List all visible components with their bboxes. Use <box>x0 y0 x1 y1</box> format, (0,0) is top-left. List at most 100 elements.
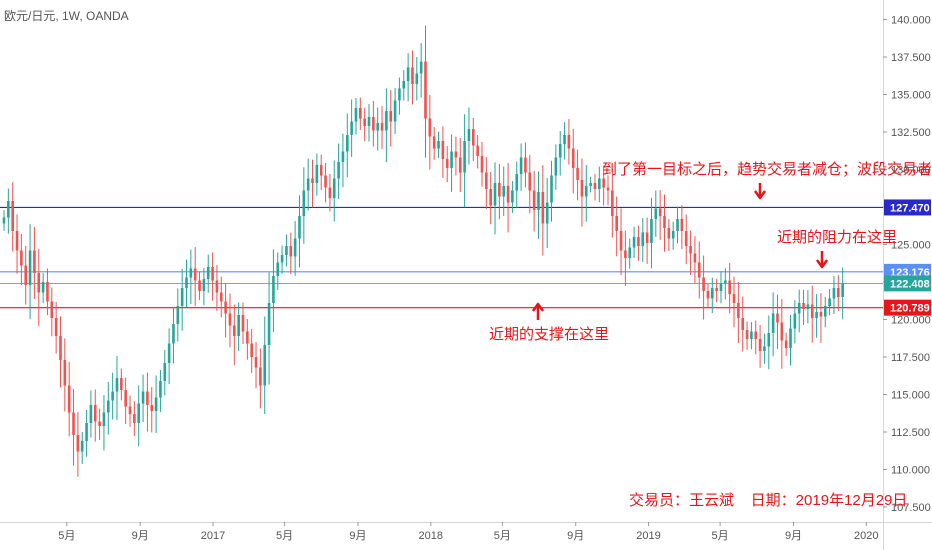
candle-body <box>259 367 262 386</box>
candle-body <box>172 324 175 344</box>
candle-body <box>319 165 323 176</box>
candle-body <box>324 175 327 188</box>
candle-body <box>163 363 167 381</box>
candle-body <box>250 343 253 357</box>
candle-body <box>185 277 188 288</box>
y-tick-label: 135.000 <box>891 90 931 102</box>
candle-body <box>702 277 705 291</box>
price-badge <box>884 199 931 216</box>
candle-body <box>780 322 784 341</box>
candle-body <box>680 219 684 231</box>
candle-body <box>611 190 614 216</box>
candle-body <box>28 250 32 285</box>
candle-body <box>641 232 645 246</box>
candle-body <box>102 412 106 426</box>
candle-body <box>667 228 671 239</box>
candle-body <box>437 141 440 149</box>
x-tick-label: 9月 <box>349 530 366 542</box>
candle-body <box>524 157 527 173</box>
candle-body <box>806 304 810 309</box>
candle-body <box>519 157 523 174</box>
price-badge <box>884 299 931 316</box>
candle-body <box>706 291 710 299</box>
candle-body <box>80 441 84 452</box>
candle-body <box>219 292 223 302</box>
candle-body <box>124 390 127 407</box>
candle-body <box>441 141 445 159</box>
candle-body <box>133 414 136 423</box>
x-tick-label: 9月 <box>785 530 802 542</box>
candle-body <box>302 190 306 216</box>
candle-body <box>293 238 297 257</box>
candle-body <box>506 186 510 203</box>
candle-body <box>120 378 123 390</box>
candles[interactable] <box>2 25 844 477</box>
time-axis[interactable]: 5月 9月 2017 5月 9月 2018 5月 9月 2019 5月 9月 2020 <box>58 522 879 542</box>
candle-body <box>784 340 788 348</box>
price-levels <box>0 206 883 309</box>
candle-body <box>228 313 232 326</box>
candle-body <box>328 187 332 198</box>
candle-body <box>67 385 71 413</box>
candle-body <box>11 201 14 231</box>
candle-body <box>98 421 101 426</box>
annotation-resistance: 近期的阻力在这里 <box>777 229 897 246</box>
candle-body <box>237 315 240 336</box>
candle-body <box>263 345 267 386</box>
candle-body <box>63 360 67 386</box>
x-tick-label: 5月 <box>276 530 293 542</box>
candle-body <box>797 303 801 314</box>
candle-body <box>445 159 449 168</box>
candle-body <box>372 117 375 131</box>
price-badge-label: 122.408 <box>890 278 930 290</box>
candle-body <box>15 231 19 251</box>
candle-body <box>24 265 28 285</box>
candle-body <box>528 172 532 191</box>
candle-body <box>541 192 545 224</box>
candle-body <box>802 303 805 309</box>
price-badge-label: 120.789 <box>890 303 930 315</box>
y-tick-label: 140.000 <box>891 15 931 27</box>
candle-body <box>767 333 771 347</box>
candle-body <box>46 282 49 302</box>
candle-body <box>376 123 380 131</box>
candle-body <box>415 73 419 84</box>
y-tick-label: 110.000 <box>891 465 930 477</box>
candle-body <box>76 435 80 452</box>
candle-body <box>485 172 488 189</box>
candle-body <box>306 178 310 191</box>
candle-body <box>593 183 597 189</box>
candle-body <box>828 298 831 306</box>
candle-body <box>289 246 293 257</box>
candle-body <box>363 118 366 126</box>
candle-body <box>450 151 453 168</box>
candle-body <box>285 246 288 255</box>
candle-body <box>776 313 779 323</box>
y-tick-label: 112.500 <box>891 427 930 439</box>
x-tick-label: 5月 <box>712 530 729 542</box>
candle-body <box>180 288 184 306</box>
candle-body <box>632 237 636 248</box>
candle-body <box>645 232 649 243</box>
candle-body <box>537 192 540 210</box>
candle-body <box>498 183 501 197</box>
candle-body <box>193 268 197 281</box>
candle-body <box>710 288 714 299</box>
candle-body <box>650 219 653 243</box>
candle-body <box>532 190 536 210</box>
candle-body <box>241 315 245 332</box>
candle-body <box>141 391 145 404</box>
candle-body <box>571 148 575 168</box>
candle-body <box>628 247 632 258</box>
candle-body <box>489 189 492 206</box>
candle-body <box>584 186 588 197</box>
price-axis[interactable]: 107.500 110.000 112.500 115.000 117.500 120.0… <box>883 15 931 515</box>
candle-body <box>750 331 753 339</box>
candle-body <box>758 339 762 351</box>
candle-body <box>467 129 471 141</box>
candle-body <box>837 288 840 297</box>
candle-body <box>745 330 749 339</box>
arrows <box>531 183 829 320</box>
